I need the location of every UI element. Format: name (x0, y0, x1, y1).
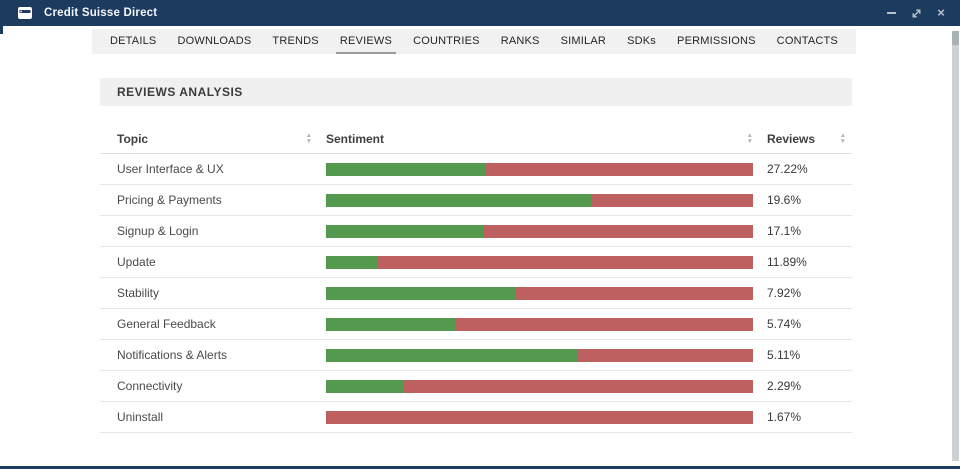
reviews-percent: 11.89% (767, 255, 807, 269)
sentiment-bar (326, 286, 753, 300)
table-row: General Feedback 5.74% (100, 309, 852, 340)
reviews-percent: 19.6% (767, 193, 802, 207)
tab-countries[interactable]: COUNTRIES (413, 34, 480, 47)
sort-icon[interactable]: ▲ ▼ (839, 132, 846, 145)
topic-label: Notifications & Alerts (117, 348, 228, 362)
reviews-analysis-table: Topic ▲ ▼ Sentiment ▲ ▼ Reviews ▲ ▼ User In… (100, 125, 852, 433)
sentiment-bar (326, 317, 753, 331)
main-content: DETAILS DOWNLOADS TRENDS REVIEWS COUNTRIES RA… (0, 26, 960, 469)
close-icon[interactable]: × (937, 5, 945, 20)
positive-sentiment-segment (326, 286, 517, 300)
reviews-percent: 2.29% (767, 379, 802, 393)
positive-sentiment-segment (326, 255, 377, 269)
window-controls: × (885, 5, 947, 20)
window-edge-notch (0, 26, 3, 34)
reviews-percent: 5.74% (767, 317, 802, 331)
table-row: Pricing & Payments 19.6% (100, 185, 852, 216)
column-header-reviews: Reviews ▲ ▼ (767, 132, 846, 146)
sentiment-bar (326, 193, 753, 207)
restore-diagonal-arrow-icon[interactable] (910, 7, 922, 19)
tab-permissions[interactable]: PERMISSIONS (677, 34, 756, 47)
tab-downloads[interactable]: DOWNLOADS (177, 34, 252, 47)
tab-similar[interactable]: SIMILAR (560, 34, 607, 47)
sentiment-bar (326, 224, 753, 238)
column-header-sentiment: Sentiment ▲ ▼ (326, 132, 753, 146)
table-row: Uninstall 1.67% (100, 402, 852, 433)
positive-sentiment-segment (326, 162, 486, 176)
table-row: Stability 7.92% (100, 278, 852, 309)
sentiment-cell (326, 193, 763, 207)
sentiment-cell (326, 379, 763, 393)
negative-sentiment-segment (456, 317, 753, 331)
sentiment-bar (326, 255, 753, 269)
tab-reviews[interactable]: REVIEWS (335, 29, 397, 54)
sentiment-cell (326, 317, 763, 331)
table-row: Update 11.89% (100, 247, 852, 278)
tab-bar: DETAILS DOWNLOADS TRENDS REVIEWS COUNTRIES RA… (92, 29, 856, 54)
table-body: User Interface & UX 27.22% Pricing & Pay… (100, 154, 852, 433)
window-titlebar: Credit Suisse Direct × (0, 0, 960, 26)
topic-label: General Feedback (117, 317, 216, 331)
tab-contacts[interactable]: CONTACTS (776, 34, 838, 47)
negative-sentiment-segment (485, 162, 753, 176)
scrollbar-thumb[interactable] (952, 31, 959, 45)
positive-sentiment-segment (326, 348, 577, 362)
sentiment-cell (326, 162, 763, 176)
negative-sentiment-segment (591, 193, 753, 207)
tab-ranks[interactable]: RANKS (500, 34, 540, 47)
positive-sentiment-segment (326, 193, 592, 207)
sentiment-bar (326, 348, 753, 362)
reviews-percent: 7.92% (767, 286, 802, 300)
window-bottom-border (0, 466, 960, 469)
negative-sentiment-segment (376, 255, 753, 269)
table-header-row: Topic ▲ ▼ Sentiment ▲ ▼ Reviews ▲ ▼ (100, 125, 852, 154)
table-row: Notifications & Alerts 5.11% (100, 340, 852, 371)
sentiment-bar (326, 410, 753, 424)
reviews-percent: 27.22% (767, 162, 808, 176)
positive-sentiment-segment (326, 224, 485, 238)
reviews-percent: 17.1% (767, 224, 802, 238)
column-header-topic: Topic ▲ ▼ (117, 132, 312, 146)
section-title: REVIEWS ANALYSIS (100, 78, 852, 106)
minimize-icon[interactable] (885, 7, 897, 19)
sentiment-cell (326, 410, 763, 424)
table-row: User Interface & UX 27.22% (100, 154, 852, 185)
sentiment-cell (326, 255, 763, 269)
sentiment-bar (326, 162, 753, 176)
tab-trends[interactable]: TRENDS (272, 34, 319, 47)
table-row: Signup & Login 17.1% (100, 216, 852, 247)
sentiment-cell (326, 348, 763, 362)
topic-label: User Interface & UX (117, 162, 224, 176)
reviews-percent: 1.67% (767, 410, 802, 424)
tab-details[interactable]: DETAILS (110, 34, 157, 47)
negative-sentiment-segment (403, 379, 753, 393)
topic-label: Signup & Login (117, 224, 199, 238)
sort-icon[interactable]: ▲ ▼ (746, 132, 753, 145)
sort-icon[interactable]: ▲ ▼ (305, 132, 312, 145)
negative-sentiment-segment (326, 410, 753, 424)
table-row: Connectivity 2.29% (100, 371, 852, 402)
negative-sentiment-segment (484, 224, 753, 238)
reviews-percent: 5.11% (767, 348, 801, 362)
app-window-icon (18, 7, 32, 19)
topic-label: Stability (117, 286, 160, 300)
sentiment-cell (326, 286, 763, 300)
topic-label: Update (117, 255, 156, 269)
vertical-scrollbar[interactable] (952, 31, 959, 461)
topic-label: Connectivity (117, 379, 183, 393)
topic-label: Pricing & Payments (117, 193, 222, 207)
sentiment-cell (326, 224, 763, 238)
positive-sentiment-segment (326, 379, 404, 393)
window-title: Credit Suisse Direct (44, 7, 158, 19)
tab-sdks[interactable]: SDKs (627, 34, 656, 47)
sentiment-bar (326, 379, 753, 393)
negative-sentiment-segment (576, 348, 753, 362)
positive-sentiment-segment (326, 317, 457, 331)
topic-label: Uninstall (117, 410, 164, 424)
negative-sentiment-segment (516, 286, 753, 300)
